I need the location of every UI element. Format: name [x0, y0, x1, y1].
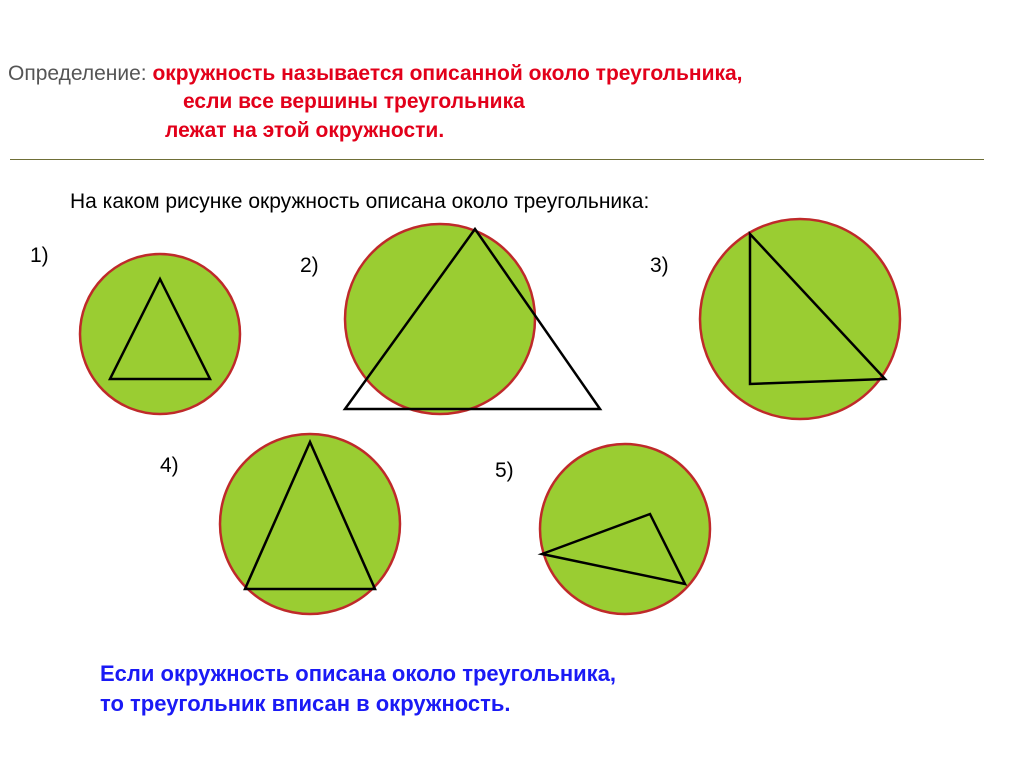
footer-text: Если окружность описана около треугольни…: [0, 659, 1024, 718]
figure-1: [70, 244, 250, 424]
footer-line-1: Если окружность описана около треугольни…: [100, 659, 1024, 689]
label-1: 1): [30, 244, 49, 268]
label-5: 5): [495, 459, 514, 483]
figure-4: [210, 424, 410, 624]
label-4: 4): [160, 454, 179, 478]
figure-2: [320, 219, 620, 429]
label-3: 3): [650, 254, 669, 278]
definition-text-2: если все вершины треугольника: [183, 90, 525, 113]
definition-header: Определение: окружность называется описа…: [0, 0, 1024, 153]
figure-3: [690, 214, 910, 424]
figure-5: [530, 434, 720, 624]
definition-line-1: Определение: окружность называется описа…: [8, 60, 1016, 88]
definition-text-1: окружность называется описанной около тр…: [147, 62, 743, 85]
label-2: 2): [300, 254, 319, 278]
question-text: На каком рисунке окружность описана окол…: [0, 160, 1024, 214]
definition-line-2: если все вершины треугольника: [8, 88, 1016, 116]
definition-text-3: лежат на этой окружности.: [165, 119, 444, 142]
definition-line-3: лежат на этой окружности.: [8, 117, 1016, 145]
figures-container: 1) 2) 3) 4) 5): [0, 214, 1024, 654]
definition-label: Определение:: [8, 62, 147, 85]
footer-line-2: то треугольник вписан в окружность.: [100, 689, 1024, 719]
